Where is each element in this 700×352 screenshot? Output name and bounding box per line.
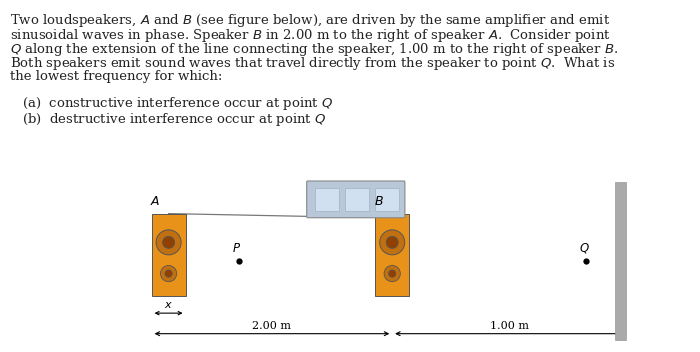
Circle shape bbox=[156, 230, 181, 255]
Text: (b)  destructive interference occur at point $Q$: (b) destructive interference occur at po… bbox=[22, 112, 326, 128]
Text: $x$: $x$ bbox=[164, 300, 173, 310]
Text: $A$: $A$ bbox=[150, 195, 160, 208]
Bar bbox=[152, 214, 186, 296]
Text: Two loudspeakers, $A$ and $B$ (see figure below), are driven by the same amplifi: Two loudspeakers, $A$ and $B$ (see figur… bbox=[10, 12, 610, 29]
Text: 1.00 m: 1.00 m bbox=[490, 321, 528, 331]
Text: Both speakers emit sound waves that travel directly from the speaker to point $Q: Both speakers emit sound waves that trav… bbox=[10, 56, 615, 73]
Text: $P$: $P$ bbox=[232, 242, 241, 255]
Circle shape bbox=[384, 265, 400, 282]
Text: (a)  constructive interference occur at point $Q$: (a) constructive interference occur at p… bbox=[22, 94, 333, 112]
Text: the lowest frequency for which:: the lowest frequency for which: bbox=[10, 70, 223, 83]
Text: 2.00 m: 2.00 m bbox=[253, 321, 291, 331]
Bar bbox=[375, 188, 399, 211]
Text: $Q$ along the extension of the line connecting the speaker, 1.00 m to the right : $Q$ along the extension of the line conn… bbox=[10, 41, 619, 58]
Bar bbox=[316, 188, 340, 211]
Bar bbox=[345, 188, 370, 211]
Text: $B$: $B$ bbox=[374, 195, 384, 208]
Circle shape bbox=[160, 265, 176, 282]
Circle shape bbox=[165, 270, 172, 277]
Bar bbox=[375, 214, 409, 296]
FancyBboxPatch shape bbox=[307, 181, 405, 218]
Text: sinusoidal waves in phase. Speaker $B$ in 2.00 m to the right of speaker $A$.  C: sinusoidal waves in phase. Speaker $B$ i… bbox=[10, 26, 610, 44]
Circle shape bbox=[389, 270, 396, 277]
Text: $Q$: $Q$ bbox=[579, 241, 589, 255]
Circle shape bbox=[386, 236, 398, 249]
Bar bbox=[615, 182, 626, 340]
Circle shape bbox=[379, 230, 405, 255]
Circle shape bbox=[162, 236, 174, 249]
